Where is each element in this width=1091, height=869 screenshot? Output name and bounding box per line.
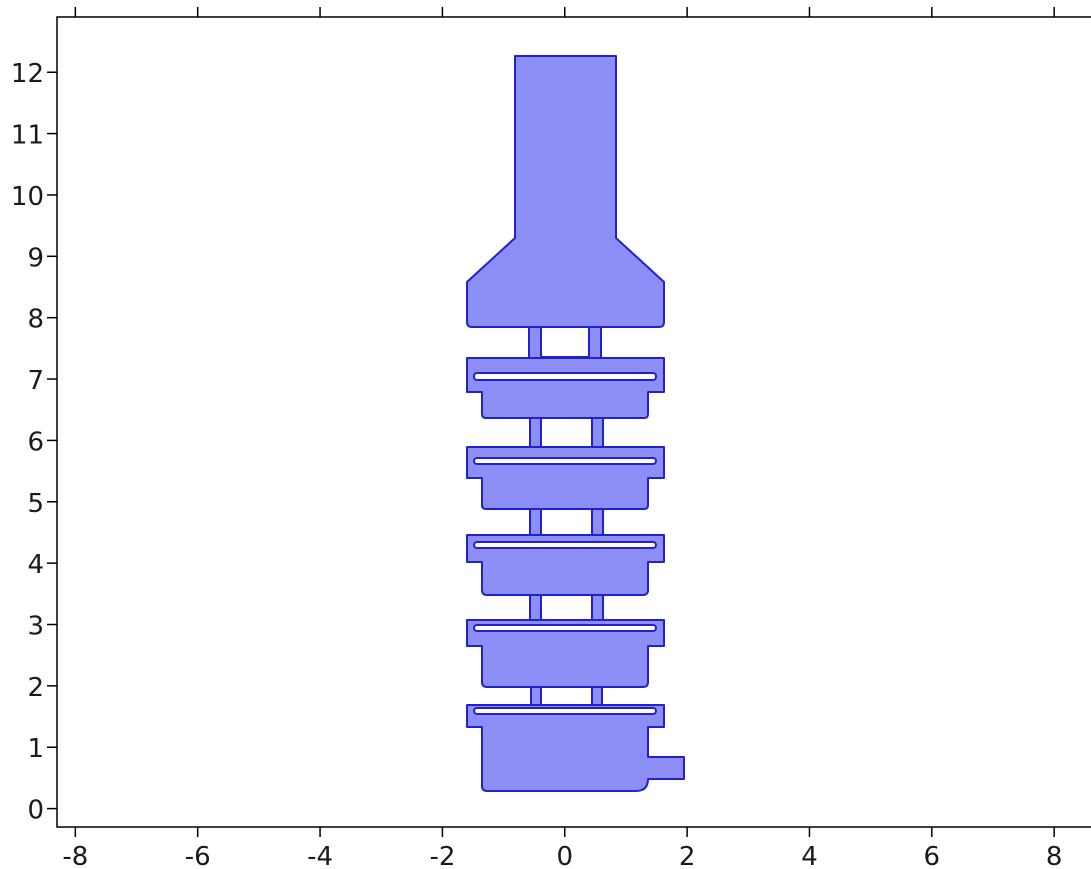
y-tick-label: 4 [27,550,44,580]
x-axis: -8 -6 -4 -2 0 2 4 6 8 [62,7,1062,869]
connector-post [588,326,602,359]
y-tick-label: 10 [11,182,44,212]
connector-post [591,594,604,621]
slot [473,457,657,465]
y-tick-label: 7 [27,366,44,396]
connector-post [529,417,542,448]
y-tick-label: 8 [27,305,44,335]
y-tick-label: 12 [11,59,44,89]
neck-window [540,326,590,358]
slot [473,372,657,381]
slot [473,707,657,715]
x-tick-label: 6 [924,842,941,869]
x-tick-label: 0 [556,842,573,869]
connector-post [591,417,604,448]
x-tick-label: -6 [185,842,211,869]
connector-post [529,594,542,621]
connector-post [530,686,542,706]
y-tick-label: 5 [27,489,44,519]
connector-post [529,508,542,536]
x-tick-label: -8 [62,842,88,869]
rung-block [466,446,665,510]
base-block [466,704,685,792]
x-tick-label: 4 [801,842,818,869]
y-tick-label: 6 [27,427,44,457]
rung-block [466,619,665,688]
x-tick-label: -4 [307,842,333,869]
y-tick-label: 9 [27,243,44,273]
x-tick-label: -2 [429,842,455,869]
y-tick-label: 11 [11,121,44,151]
x-tick-label: 2 [679,842,696,869]
x-tick-label: 8 [1046,842,1063,869]
rung-block [466,534,665,596]
slot [473,541,657,549]
y-tick-label: 1 [27,734,44,764]
slot [473,624,657,632]
connector-post [528,326,542,359]
connector-post [591,686,603,706]
y-tick-label: 0 [27,796,44,826]
rung-block [466,357,665,419]
y-tick-label: 3 [27,612,44,642]
top-stem-and-head [466,55,665,328]
connector-post [591,508,604,536]
slots [473,372,657,715]
y-tick-label: 2 [27,673,44,703]
